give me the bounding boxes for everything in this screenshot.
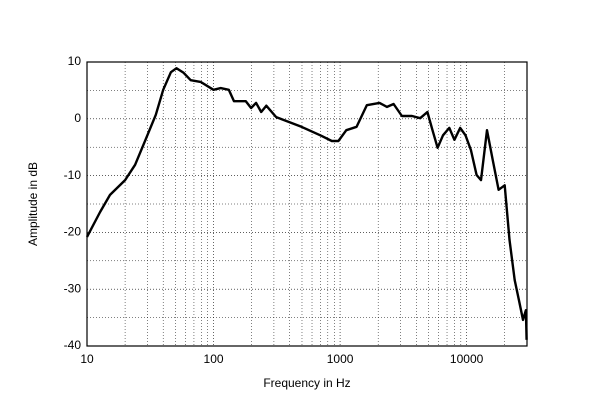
y-tick-label: -40 (64, 338, 82, 352)
x-axis-label: Frequency in Hz (263, 376, 350, 390)
x-tick-label: 10000 (450, 352, 484, 366)
x-tick-label: 1000 (327, 352, 354, 366)
y-axis-label: Amplitude in dB (26, 162, 40, 246)
plot-frame (86, 61, 528, 347)
x-tick-label: 100 (204, 352, 224, 366)
y-tick-label: -10 (64, 168, 82, 182)
y-tick-label: -20 (64, 225, 82, 239)
grid (86, 61, 527, 347)
y-tick-label: -30 (64, 281, 82, 295)
y-tick-label: 0 (74, 111, 81, 125)
response-line (85, 67, 528, 340)
y-tick-label: 10 (68, 54, 82, 68)
x-tick-label: 10 (80, 352, 94, 366)
